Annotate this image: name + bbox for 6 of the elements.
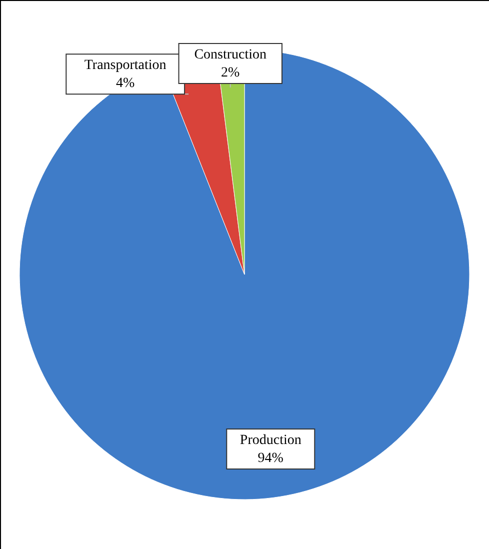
data-label: 2% — [221, 65, 240, 80]
data-label: 94% — [258, 451, 284, 466]
slice-label: Transportation — [84, 58, 166, 74]
slice-label: Construction — [194, 47, 267, 62]
slice-label: Production — [240, 433, 302, 448]
data-label: 4% — [116, 76, 136, 92]
